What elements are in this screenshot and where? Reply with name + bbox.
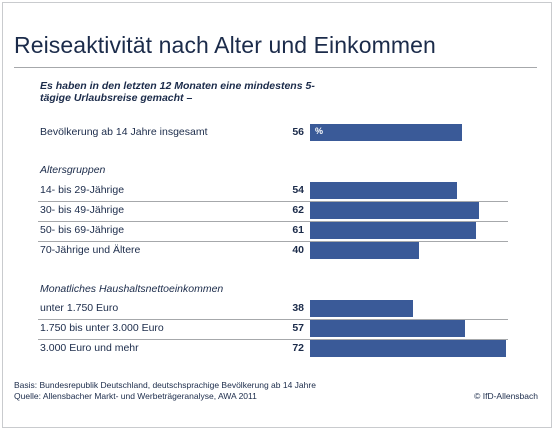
row-value: 54 bbox=[292, 184, 304, 196]
section-header: Altersgruppen bbox=[40, 164, 106, 176]
section-header: Monatliches Haushaltsnettoeinkommen bbox=[40, 283, 224, 295]
footer-basis: Basis: Bundesrepublik Deutschland, deuts… bbox=[14, 380, 316, 390]
row-value: 57 bbox=[292, 322, 304, 334]
row-value: 56 bbox=[292, 126, 304, 138]
row-label: 14- bis 29-Jährige bbox=[40, 184, 125, 196]
row-label: 50- bis 69-Jährige bbox=[40, 224, 125, 236]
row-divider bbox=[38, 241, 508, 242]
row-divider bbox=[38, 221, 508, 222]
chart-footer: Basis: Bundesrepublik Deutschland, deuts… bbox=[14, 380, 316, 402]
row-value: 62 bbox=[292, 204, 304, 216]
row-value: 61 bbox=[292, 224, 304, 236]
title-rule bbox=[14, 67, 537, 68]
bar bbox=[310, 182, 457, 199]
row-label: 1.750 bis unter 3.000 Euro bbox=[40, 322, 164, 334]
row-label: 70-Jährige und Ältere bbox=[40, 244, 141, 256]
footer-source: Quelle: Allensbacher Markt- und Werbeträ… bbox=[14, 391, 257, 401]
bar bbox=[310, 340, 506, 357]
footer-copyright: © IfD-Allensbach bbox=[474, 391, 538, 401]
bar: % bbox=[310, 124, 462, 141]
row-divider bbox=[38, 201, 508, 202]
row-label: 30- bis 49-Jährige bbox=[40, 204, 125, 216]
bar bbox=[310, 202, 479, 219]
row-label: 3.000 Euro und mehr bbox=[40, 342, 139, 354]
chart-title: Reiseaktivität nach Alter und Einkommen bbox=[14, 32, 436, 58]
bar bbox=[310, 222, 476, 239]
chart-intro: Es haben in den letzten 12 Monaten eine … bbox=[40, 80, 315, 104]
bar bbox=[310, 242, 419, 259]
row-divider bbox=[38, 319, 508, 320]
bar bbox=[310, 300, 413, 317]
row-value: 38 bbox=[292, 302, 304, 314]
row-label: unter 1.750 Euro bbox=[40, 302, 119, 314]
bar bbox=[310, 320, 465, 337]
row-value: 40 bbox=[292, 244, 304, 256]
bar-unit-label: % bbox=[315, 126, 324, 136]
row-divider bbox=[38, 339, 508, 340]
row-label: Bevölkerung ab 14 Jahre insgesamt bbox=[40, 126, 208, 138]
row-value: 72 bbox=[292, 342, 304, 354]
